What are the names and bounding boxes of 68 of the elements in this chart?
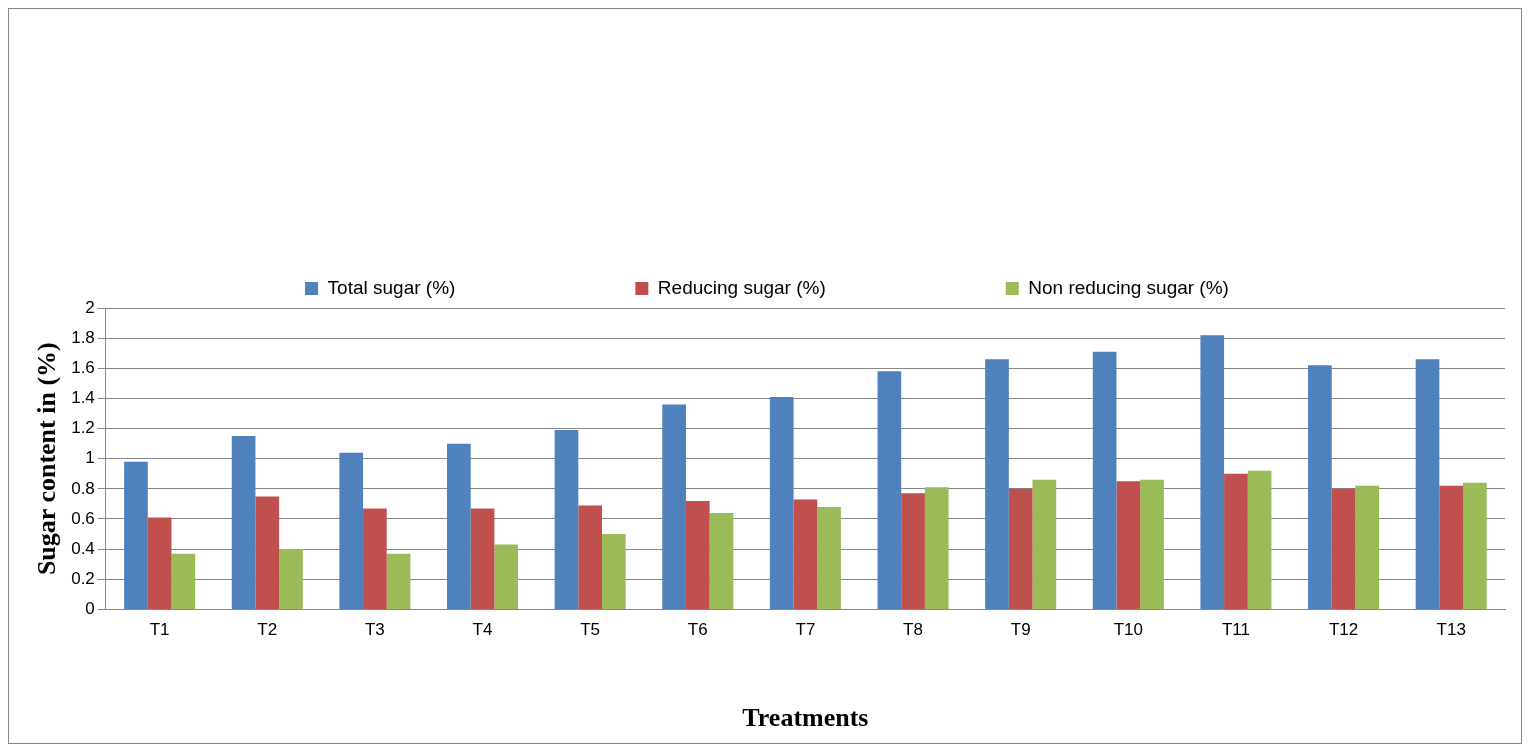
y-tick-label: 0.6 [71, 508, 95, 528]
bar [231, 436, 256, 609]
y-tick-label: 1.8 [71, 327, 95, 347]
bar [494, 544, 519, 609]
x-tick-label: T2 [257, 620, 278, 640]
bar [985, 359, 1009, 609]
y-tick-label: 0.4 [71, 538, 95, 558]
x-tick-label: T10 [1113, 620, 1143, 640]
bar [1116, 481, 1141, 609]
legend-label: Reducing sugar (%) [657, 276, 826, 298]
bar [685, 500, 710, 609]
x-tick-label: T4 [472, 620, 493, 640]
bar [793, 499, 818, 609]
bar [1140, 479, 1164, 609]
bar [602, 534, 626, 609]
bar [901, 493, 925, 609]
bar [363, 508, 387, 609]
x-tick-label: T9 [1010, 620, 1031, 640]
bar [386, 553, 411, 609]
x-axis-title: Treatments [742, 703, 869, 733]
bar [279, 549, 303, 609]
bar [817, 506, 841, 609]
x-tick-label: T11 [1221, 620, 1250, 640]
bar [877, 371, 902, 609]
bar [578, 505, 602, 609]
bar [1092, 351, 1117, 609]
bar [147, 517, 172, 609]
y-tick-label: 1.2 [71, 418, 95, 438]
y-tick-label: 2 [85, 297, 95, 317]
bar [924, 487, 949, 609]
bar [554, 430, 579, 609]
bar [1331, 488, 1356, 609]
x-tick-label: T13 [1436, 620, 1466, 640]
bar [1200, 335, 1225, 609]
x-tick-label: T7 [795, 620, 816, 640]
bar [470, 508, 495, 609]
bar [339, 452, 364, 609]
bar [1415, 359, 1440, 609]
bar [1032, 479, 1057, 609]
y-tick-label: 1.4 [71, 388, 95, 408]
x-tick-label: T6 [687, 620, 708, 640]
bar [1308, 365, 1332, 609]
bar [662, 404, 686, 609]
y-tick-label: 0.2 [71, 568, 95, 588]
bar [1463, 482, 1487, 609]
bar [1224, 473, 1248, 609]
bar [769, 396, 794, 609]
bar [709, 512, 734, 609]
y-tick-label: 0.8 [71, 478, 95, 498]
bar [1439, 485, 1464, 609]
x-tick-label: T3 [364, 620, 385, 640]
legend-label: Non reducing sugar (%) [1028, 276, 1229, 298]
bar [124, 461, 148, 609]
bar [1008, 488, 1033, 609]
legend-label: Total sugar (%) [327, 276, 456, 298]
x-tick-label: T12 [1328, 620, 1359, 640]
bar [255, 496, 280, 609]
bar [1355, 485, 1380, 609]
bar [447, 443, 471, 609]
bar [1247, 470, 1272, 609]
x-tick-label: T8 [903, 620, 923, 640]
y-tick-label: 1 [85, 448, 95, 468]
y-tick-label: 0 [85, 599, 95, 619]
x-tick-label: T1 [149, 620, 170, 640]
y-tick-label: 1.6 [71, 357, 95, 377]
bar [171, 553, 196, 609]
x-tick-label: T5 [580, 620, 601, 640]
y-axis-title: Sugar content in (%) [32, 342, 62, 576]
